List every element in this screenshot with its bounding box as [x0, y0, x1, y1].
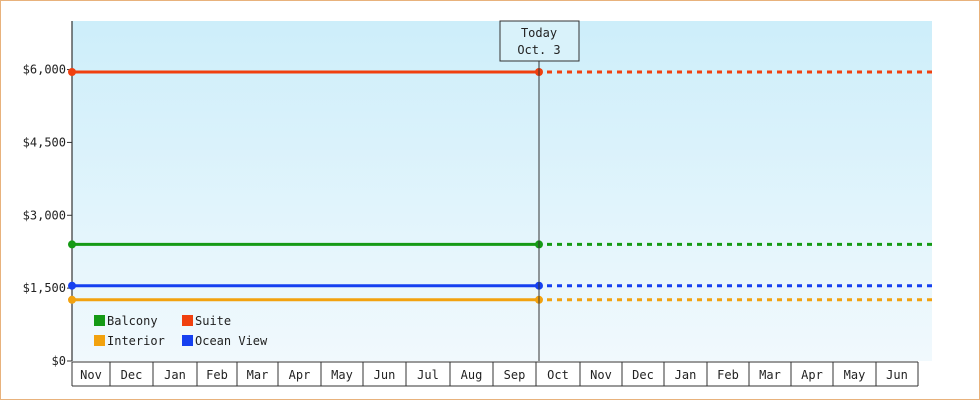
x-tick-label: Apr — [289, 368, 311, 382]
y-tick-label: $1,500 — [23, 281, 66, 295]
today-box — [499, 20, 580, 62]
y-tick-label: $4,500 — [23, 135, 66, 149]
x-tick-label: Jun — [886, 368, 908, 382]
x-tick-label: Feb — [717, 368, 739, 382]
legend-swatch — [94, 335, 105, 346]
x-tick-label: Feb — [206, 368, 228, 382]
legend-swatch — [94, 315, 105, 326]
series-point — [68, 68, 76, 76]
x-tick-label: Sep — [504, 368, 526, 382]
x-tick-label: May — [331, 368, 353, 382]
legend-label: Interior — [107, 334, 165, 348]
x-tick-label: Nov — [80, 368, 102, 382]
today-label: Today — [521, 26, 557, 40]
y-tick-label: $0 — [52, 354, 66, 368]
x-tick-label: Jan — [675, 368, 697, 382]
series-point — [68, 295, 76, 304]
y-tick-label: $3,000 — [23, 208, 66, 222]
legend-swatch — [182, 335, 193, 346]
legend-swatch — [182, 315, 193, 326]
legend-label: Suite — [195, 314, 231, 328]
x-tick-label: Jan — [164, 368, 186, 382]
legend-label: Ocean View — [195, 334, 268, 348]
series-point — [68, 240, 76, 249]
x-tick-label: Mar — [759, 368, 781, 382]
x-tick-label: Dec — [632, 368, 654, 382]
series-point — [68, 281, 76, 290]
x-tick-label: Jul — [417, 368, 439, 382]
x-tick-label: May — [844, 368, 866, 382]
today-date: Oct. 3 — [517, 43, 560, 57]
x-tick-label: Dec — [121, 368, 143, 382]
x-tick-label: Apr — [801, 368, 823, 382]
y-tick-label: $6,000 — [23, 63, 66, 77]
x-tick-label: Jun — [374, 368, 396, 382]
x-tick-label: Oct — [547, 368, 569, 382]
x-tick-label: Aug — [461, 368, 483, 382]
legend-label: Balcony — [107, 314, 158, 328]
x-tick-label: Nov — [590, 368, 612, 382]
x-tick-label: Mar — [247, 368, 269, 382]
plot-background — [72, 21, 932, 361]
